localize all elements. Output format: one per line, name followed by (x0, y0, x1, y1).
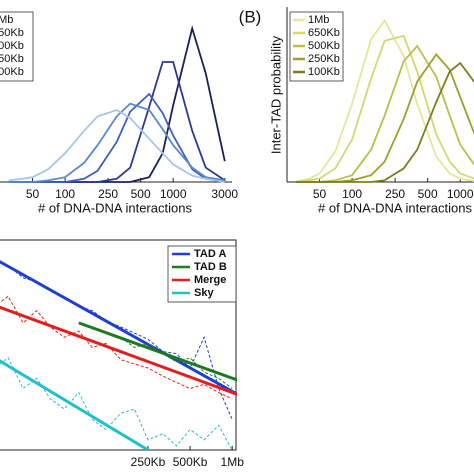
distribution-curve (295, 61, 474, 183)
x-axis-label: # of DNA-DNA interactions (318, 200, 472, 215)
legend-label: Sky (194, 287, 214, 299)
distribution-curve (8, 109, 225, 183)
distribution-curve (295, 18, 474, 183)
legend-label: 100Kb (0, 66, 24, 78)
legend-label: 650Kb (0, 27, 24, 39)
plot-area (8, 24, 226, 183)
fit-line (0, 359, 149, 450)
x-tick-label: 1000 (447, 187, 474, 201)
x-tick-label: 50 (313, 187, 327, 201)
data-line-dashed (0, 295, 233, 400)
legend-label: 1Mb (308, 14, 329, 26)
distribution-curve (295, 34, 474, 183)
x-tick-label: 1000 (160, 187, 187, 201)
x-tick-label: 250Kb (131, 455, 166, 469)
legend-label: 100Kb (308, 66, 340, 78)
fit-line (0, 305, 237, 396)
plot-area (0, 260, 237, 450)
panel-title: (B) (239, 7, 262, 26)
legend-label: TAD A (194, 248, 226, 260)
x-tick-label: 250 (385, 187, 405, 201)
legend-label: 250Kb (308, 53, 340, 65)
plot-frame (0, 239, 237, 451)
x-tick-label: 50 (26, 187, 40, 201)
x-tick-label: 1Mb (221, 455, 245, 469)
x-tick-label: 500 (131, 187, 151, 201)
plot-area (295, 18, 474, 183)
x-tick-label: 3000 (211, 187, 238, 201)
x-tick-label: 250 (98, 187, 118, 201)
distribution-curve (8, 102, 225, 183)
legend-label: 250Kb (0, 53, 24, 65)
legend-label: 500Kb (0, 40, 24, 52)
x-tick-label: 500 (418, 187, 438, 201)
x-tick-label: 500Kb (173, 455, 208, 469)
fit-line (0, 260, 237, 396)
fit-line (78, 321, 237, 382)
legend-label: 650Kb (308, 27, 340, 39)
legend-label: TAD B (194, 261, 227, 273)
legend-label: 500Kb (308, 40, 340, 52)
data-line-dashed (0, 357, 233, 450)
legend-box (0, 11, 34, 82)
x-axis-label: # of DNA-DNA interactions (38, 200, 192, 215)
legend-label: 1Mb (0, 14, 13, 26)
data-line-dashed (0, 261, 233, 420)
y-axis-label: Inter-TAD probability (268, 35, 283, 154)
legend-label: Merge (194, 274, 226, 286)
x-tick-label: 100 (55, 187, 75, 201)
x-tick-label: 100 (342, 187, 362, 201)
